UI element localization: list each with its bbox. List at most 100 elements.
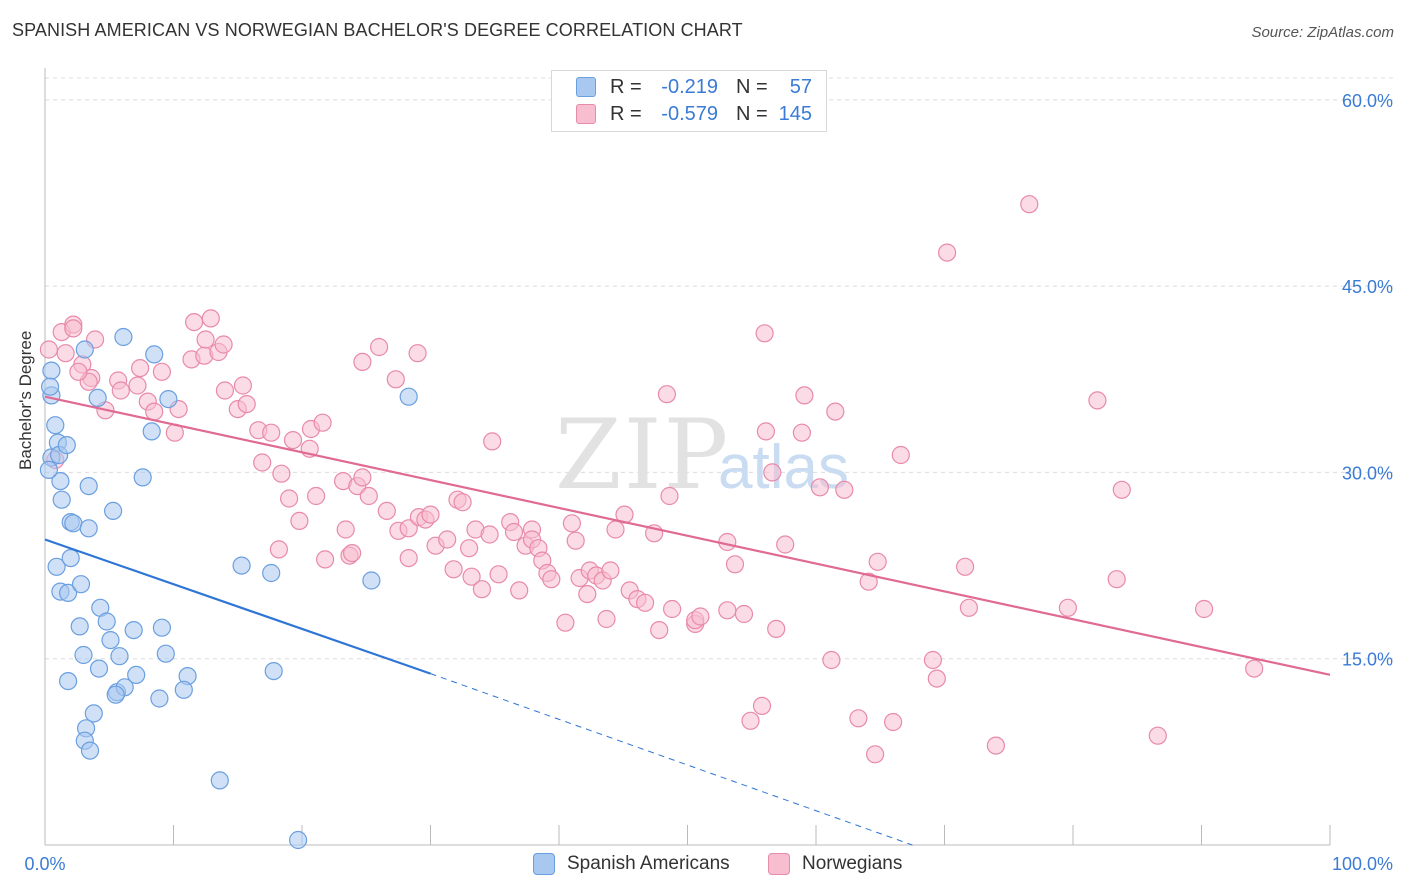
norwegian-point <box>1107 570 1126 589</box>
norwegian-point <box>196 330 215 349</box>
legend-r-label: R = <box>610 102 642 125</box>
norwegian-point <box>937 243 957 262</box>
spanish-american-point <box>39 460 59 479</box>
spanish-american-point <box>289 830 308 850</box>
norwegian-point <box>883 712 903 732</box>
norwegian-point <box>734 604 754 624</box>
norwegian-point <box>635 593 655 612</box>
spanish-american-point <box>103 501 123 520</box>
bottom-legend-spanish: Spanish Americans <box>533 852 730 876</box>
norwegian-point <box>763 463 782 482</box>
y-tick-label: 15.0% <box>1342 650 1393 670</box>
norwegian-point <box>849 709 868 728</box>
x-tick-label-max: 100.0% <box>1332 854 1393 874</box>
spanish-american-point <box>61 548 80 568</box>
norwegian-point <box>272 464 291 483</box>
norwegian-point <box>504 522 524 542</box>
norwegian-point <box>353 352 372 371</box>
norwegian-point <box>795 386 814 405</box>
spanish-americans-trend-extension <box>430 673 913 846</box>
spanish-american-point <box>232 556 251 575</box>
spanish-american-point <box>362 571 381 590</box>
norwegian-point <box>399 519 418 538</box>
norwegian-point <box>462 567 481 586</box>
norwegian-point <box>741 711 760 730</box>
spanish-american-point <box>89 659 109 678</box>
norwegian-point <box>776 535 795 554</box>
watermark-atlas: atlas <box>718 433 849 502</box>
legend-row-norwegian: R = -0.579 N = 145 <box>576 102 812 126</box>
spanish-american-point <box>142 422 161 441</box>
spanish-american-point <box>150 689 169 708</box>
spanish-american-point <box>101 630 120 650</box>
norwegian-point <box>1088 391 1107 410</box>
norwegian-point <box>556 613 575 632</box>
norwegian-point <box>1245 659 1264 678</box>
norwegian-point <box>542 570 561 589</box>
norwegian-point <box>835 480 854 499</box>
spanish-american-point <box>114 327 133 347</box>
spanish-american-point <box>399 387 418 406</box>
legend-r-label: R = <box>610 75 642 98</box>
spanish-american-point <box>64 514 83 533</box>
spanish-american-point <box>262 563 281 583</box>
norwegian-point <box>756 422 776 441</box>
norwegian-point <box>269 540 288 559</box>
norwegian-point <box>399 548 418 568</box>
spanish-american-point <box>174 680 193 699</box>
norwegian-point <box>1112 480 1131 499</box>
norwegian-point <box>480 525 499 544</box>
spanish-american-point <box>159 390 178 409</box>
norwegian-point <box>280 489 299 508</box>
spanish-american-point <box>75 340 94 359</box>
spanish-american-point <box>74 645 93 665</box>
bottom-legend-swatch-spanish <box>533 853 555 875</box>
spanish-american-point <box>127 665 146 685</box>
norwegian-point <box>233 376 252 395</box>
spanish-american-point <box>51 472 70 491</box>
source-label: Source: ZipAtlas.com <box>1251 24 1394 41</box>
norwegian-point <box>601 561 620 580</box>
norwegian-point <box>421 505 440 524</box>
x-tick-labels: 0.0% 100.0% <box>24 854 1393 874</box>
norwegian-point <box>69 362 88 381</box>
norwegian-point <box>725 555 745 574</box>
spanish-american-point <box>88 388 107 407</box>
norwegian-point <box>691 607 710 626</box>
norwegian-point <box>185 313 204 332</box>
spanish-american-point <box>57 436 76 455</box>
spanish-american-point <box>110 647 129 666</box>
norwegian-point <box>201 309 220 328</box>
legend-n-value-spanish: 57 <box>789 75 812 98</box>
norwegian-point <box>657 385 677 404</box>
norwegian-point <box>353 468 372 487</box>
norwegian-point <box>810 478 830 497</box>
norwegian-point <box>1148 726 1167 745</box>
norwegian-point <box>650 620 669 640</box>
spanish-american-point <box>84 704 103 723</box>
norwegian-point <box>660 486 679 506</box>
watermark-zip: ZIP <box>555 399 730 511</box>
norwegian-point <box>262 423 281 442</box>
spanish-american-point <box>210 771 229 790</box>
norwegian-point <box>986 736 1006 755</box>
spanish-american-point <box>52 490 71 509</box>
bottom-legend-label-norwegian: Norwegians <box>802 853 903 874</box>
norwegian-point <box>752 696 772 716</box>
y-tick-label: 60.0% <box>1342 91 1393 111</box>
spanish-american-point <box>264 661 283 681</box>
norwegian-point <box>959 598 979 617</box>
norwegian-point <box>214 335 233 354</box>
norwegian-point <box>290 511 309 531</box>
norwegian-point <box>891 445 910 465</box>
norwegian-point <box>370 337 389 357</box>
bottom-legend-norwegian: Norwegians <box>768 852 902 876</box>
spanish-americans-trend-line <box>44 538 431 675</box>
norwegian-point <box>56 344 75 363</box>
norwegian-point <box>460 539 479 558</box>
spanish-american-point <box>145 345 164 364</box>
norwegian-point <box>131 359 150 378</box>
legend-n-value-norwegian: 145 <box>778 102 812 125</box>
spanish-american-point <box>79 519 98 538</box>
